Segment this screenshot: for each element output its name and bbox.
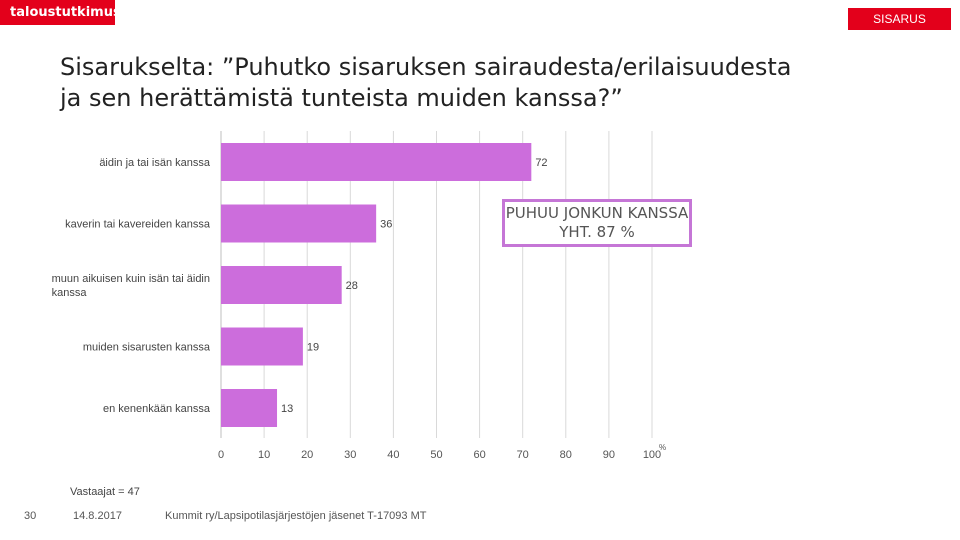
total-callout: PUHUU JONKUN KANSSA YHT. 87 % — [502, 199, 692, 247]
page-title: Sisarukselta: ”Puhutko sisaruksen sairau… — [60, 53, 792, 112]
x-tick-label: 0 — [218, 449, 224, 461]
category-label: äidin ja tai isän kanssa — [99, 157, 211, 169]
x-tick-label: 100 — [643, 449, 661, 461]
category-label-line: kaverin tai kavereiden kanssa — [65, 219, 211, 231]
category-label: kaverin tai kavereiden kanssa — [65, 219, 211, 231]
bar — [221, 266, 342, 304]
brand-logo: taloustutkimus — [0, 0, 121, 25]
bar-value-label: 28 — [346, 280, 358, 292]
bar — [221, 327, 303, 366]
x-tick-label: 40 — [387, 449, 399, 461]
category-label-line: en kenenkään kanssa — [103, 403, 211, 415]
category-label: muiden sisarusten kanssa — [83, 342, 211, 354]
x-tick-label: 80 — [560, 449, 572, 461]
page-number: 30 — [24, 510, 37, 522]
bar-value-label: 72 — [535, 157, 547, 169]
bar-value-label: 36 — [380, 219, 392, 231]
section-badge: SISARUS — [848, 8, 951, 30]
category-label: en kenenkään kanssa — [103, 403, 211, 415]
category-label-line: äidin ja tai isän kanssa — [99, 157, 211, 169]
category-label-line: kanssa — [52, 287, 88, 299]
bar — [221, 389, 278, 427]
report-date: 14.8.2017 — [73, 510, 122, 522]
x-tick-label: 50 — [430, 449, 442, 461]
x-tick-label: 10 — [258, 449, 270, 461]
x-tick-label: 60 — [473, 449, 485, 461]
bar-value-label: 13 — [281, 403, 293, 415]
bar-value-label: 19 — [307, 342, 319, 354]
x-unit-label: % — [659, 443, 666, 452]
x-tick-label: 90 — [603, 449, 615, 461]
category-label: muun aikuisen kuin isän tai äidin kanssa — [52, 273, 210, 299]
category-label-line: muun aikuisen kuin isän tai äidin — [52, 273, 210, 285]
x-tick-label: 20 — [301, 449, 313, 461]
respondent-count: Vastaajat = 47 — [70, 486, 140, 498]
x-tick-label: 30 — [344, 449, 356, 461]
x-tick-label: 70 — [517, 449, 529, 461]
bar — [221, 143, 532, 181]
source-note: Kummit ry/Lapsipotilasjärjestöjen jäsene… — [165, 510, 427, 522]
bar — [221, 204, 377, 243]
category-label-line: muiden sisarusten kanssa — [83, 342, 211, 354]
